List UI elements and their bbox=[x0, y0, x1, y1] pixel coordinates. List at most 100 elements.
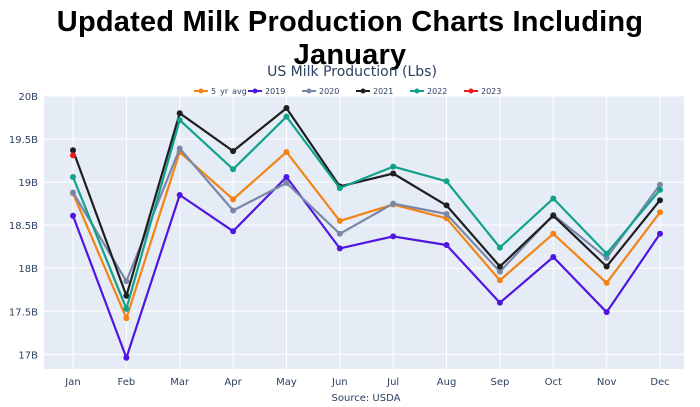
data-point-2022 bbox=[390, 163, 397, 170]
legend-marker bbox=[252, 88, 258, 94]
data-point-2022 bbox=[443, 178, 450, 185]
series-2019 bbox=[70, 173, 663, 361]
legend-item-2019[interactable]: 2019 bbox=[248, 87, 285, 96]
legend-marker bbox=[468, 88, 474, 94]
data-point-2021 bbox=[496, 263, 503, 270]
series-5-yr-avg bbox=[70, 148, 663, 322]
legend-item-2020[interactable]: 2020 bbox=[302, 87, 339, 96]
data-point-2019 bbox=[657, 230, 663, 237]
data-point-2020 bbox=[496, 268, 503, 275]
series-group bbox=[70, 105, 663, 361]
data-point-2019 bbox=[550, 254, 557, 261]
data-point-5-yr-avg bbox=[657, 209, 663, 216]
series-2020 bbox=[70, 145, 663, 285]
data-point-2021 bbox=[176, 110, 183, 117]
data-point-2020 bbox=[283, 179, 290, 186]
series-line-5-yr-avg bbox=[71, 150, 661, 320]
data-point-2020 bbox=[336, 230, 343, 237]
y-axis: 17B 17.5B 18B 18.5B 19B 19.5B 20B bbox=[9, 92, 38, 361]
legend-label: 5_yr_avg bbox=[211, 87, 247, 96]
data-point-2021 bbox=[603, 263, 610, 270]
legend-marker bbox=[414, 88, 420, 94]
data-point-2019 bbox=[230, 228, 237, 235]
data-point-2020 bbox=[123, 278, 130, 285]
legend-label: 2022 bbox=[427, 87, 447, 96]
data-point-2021 bbox=[283, 105, 290, 112]
x-tick-label: Jul bbox=[386, 377, 399, 388]
data-point-2021 bbox=[70, 147, 76, 154]
source-note: Source: USDA bbox=[332, 393, 401, 404]
data-point-2020 bbox=[390, 200, 397, 207]
data-point-2019 bbox=[443, 241, 450, 248]
series-2022 bbox=[70, 113, 663, 312]
x-axis: Jan Feb Mar Apr May Jun Jul Aug Sep Oct Nov Dec bbox=[64, 377, 669, 388]
data-point-2023 bbox=[70, 152, 76, 159]
y-tick-label: 19B bbox=[18, 178, 38, 189]
y-tick-label: 18B bbox=[18, 264, 38, 275]
data-point-2021 bbox=[657, 197, 663, 204]
data-point-2019 bbox=[390, 233, 397, 240]
x-tick-label: Jan bbox=[64, 377, 80, 388]
data-point-2022 bbox=[550, 195, 557, 202]
legend-item-2021[interactable]: 2021 bbox=[356, 87, 393, 96]
legend-marker bbox=[306, 88, 312, 94]
x-tick-label: Jun bbox=[331, 377, 348, 388]
legend: 5_yr_avg 2019 2020 2021 2022 2023 bbox=[194, 87, 501, 96]
data-point-2020 bbox=[70, 189, 76, 196]
y-tick-label: 18.5B bbox=[9, 221, 38, 232]
data-point-2022 bbox=[123, 305, 130, 312]
legend-label: 2020 bbox=[319, 87, 339, 96]
series-line-2019 bbox=[71, 175, 661, 359]
x-tick-label: Nov bbox=[597, 377, 617, 388]
x-tick-label: May bbox=[276, 377, 297, 388]
legend-label: 2021 bbox=[373, 87, 393, 96]
data-point-2019 bbox=[603, 309, 610, 316]
data-point-2022 bbox=[336, 185, 343, 192]
x-tick-label: Aug bbox=[437, 377, 457, 388]
legend-item-2023[interactable]: 2023 bbox=[464, 87, 501, 96]
y-tick-label: 19.5B bbox=[9, 135, 38, 146]
data-point-2022 bbox=[657, 186, 663, 193]
x-tick-label: Oct bbox=[545, 377, 562, 388]
legend-marker bbox=[360, 88, 366, 94]
data-point-2022 bbox=[496, 244, 503, 251]
data-point-5-yr-avg bbox=[603, 279, 610, 286]
x-tick-label: Dec bbox=[650, 377, 669, 388]
y-tick-label: 17.5B bbox=[9, 307, 38, 318]
data-point-2019 bbox=[70, 212, 76, 219]
data-point-2021 bbox=[390, 170, 397, 177]
data-point-2020 bbox=[176, 145, 183, 152]
x-tick-label: Feb bbox=[118, 377, 136, 388]
data-point-2021 bbox=[230, 148, 237, 155]
legend-item-2022[interactable]: 2022 bbox=[410, 87, 447, 96]
data-point-2021 bbox=[123, 292, 130, 299]
data-point-2019 bbox=[283, 173, 290, 180]
data-point-5-yr-avg bbox=[230, 196, 237, 203]
data-point-2022 bbox=[176, 117, 183, 124]
series-line-2020 bbox=[72, 147, 661, 283]
legend-item-5-yr-avg[interactable]: 5_yr_avg bbox=[194, 87, 247, 96]
plot-area bbox=[44, 96, 684, 369]
series-2023 bbox=[70, 152, 76, 159]
x-tick-label: Sep bbox=[490, 377, 509, 388]
data-point-2020 bbox=[657, 181, 663, 188]
data-point-2019 bbox=[336, 245, 343, 252]
data-point-2022 bbox=[230, 166, 237, 173]
data-point-2020 bbox=[443, 210, 450, 217]
data-point-2022 bbox=[283, 113, 290, 120]
data-point-2019 bbox=[123, 354, 130, 361]
y-tick-label: 20B bbox=[18, 92, 38, 103]
data-point-2020 bbox=[230, 207, 237, 214]
data-point-2021 bbox=[443, 202, 450, 209]
data-point-2022 bbox=[603, 250, 610, 257]
data-point-2022 bbox=[70, 173, 76, 180]
legend-label: 2019 bbox=[265, 87, 285, 96]
data-point-5-yr-avg bbox=[283, 148, 290, 155]
data-point-5-yr-avg bbox=[496, 277, 503, 284]
data-point-2020 bbox=[603, 254, 610, 261]
data-point-5-yr-avg bbox=[550, 230, 557, 237]
legend-marker bbox=[198, 88, 204, 94]
data-point-5-yr-avg bbox=[123, 315, 130, 322]
y-tick-label: 17B bbox=[18, 350, 38, 361]
